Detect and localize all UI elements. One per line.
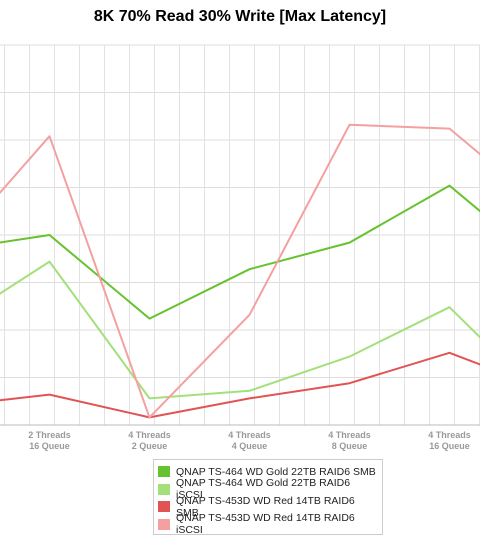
legend-swatch [158, 501, 170, 513]
chart-legend: QNAP TS-464 WD Gold 22TB RAID6 SMB QNAP T… [153, 459, 383, 536]
legend-item: QNAP TS-453D WD Red 14TB RAID6 iSCSI [158, 512, 378, 536]
series-lines [0, 123, 480, 419]
legend-label: QNAP TS-453D WD Red 14TB RAID6 iSCSI [176, 512, 355, 537]
legend-label: QNAP TS-464 WD Gold 22TB RAID6 SMB [176, 465, 376, 478]
legend-swatch [158, 518, 170, 530]
series-line-2 [0, 260, 480, 400]
chart-title: 8K 70% Read 30% Write [Max Latency] [93, 8, 387, 25]
x-tick-label: 4 Threads 2 Queue [128, 430, 171, 451]
legend-swatch [158, 483, 170, 495]
legend-item: QNAP TS-453D WD Red 14TB RAID6 SMB [158, 494, 378, 519]
series-line-1 [0, 184, 480, 320]
x-tick-label: 4 Threads 16 Queue [428, 430, 471, 451]
series-line-4 [0, 123, 480, 419]
x-tick-label: 4 Threads 4 Queue [228, 430, 271, 451]
series-line-3 [0, 351, 480, 419]
x-tick-label: 4 Threads 8 Queue [328, 430, 371, 451]
legend-label: QNAP TS-464 WD Gold 22TB RAID6 iSCSI [176, 477, 351, 502]
legend-swatch [158, 466, 170, 478]
legend-label: QNAP TS-453D WD Red 14TB RAID6 SMB [176, 494, 355, 519]
legend-item: QNAP TS-464 WD Gold 22TB RAID6 SMB [158, 463, 378, 481]
legend-item: QNAP TS-464 WD Gold 22TB RAID6 iSCSI [158, 477, 378, 501]
grid-lines [0, 44, 480, 426]
x-tick-label: 2 Threads 16 Queue [28, 430, 71, 451]
